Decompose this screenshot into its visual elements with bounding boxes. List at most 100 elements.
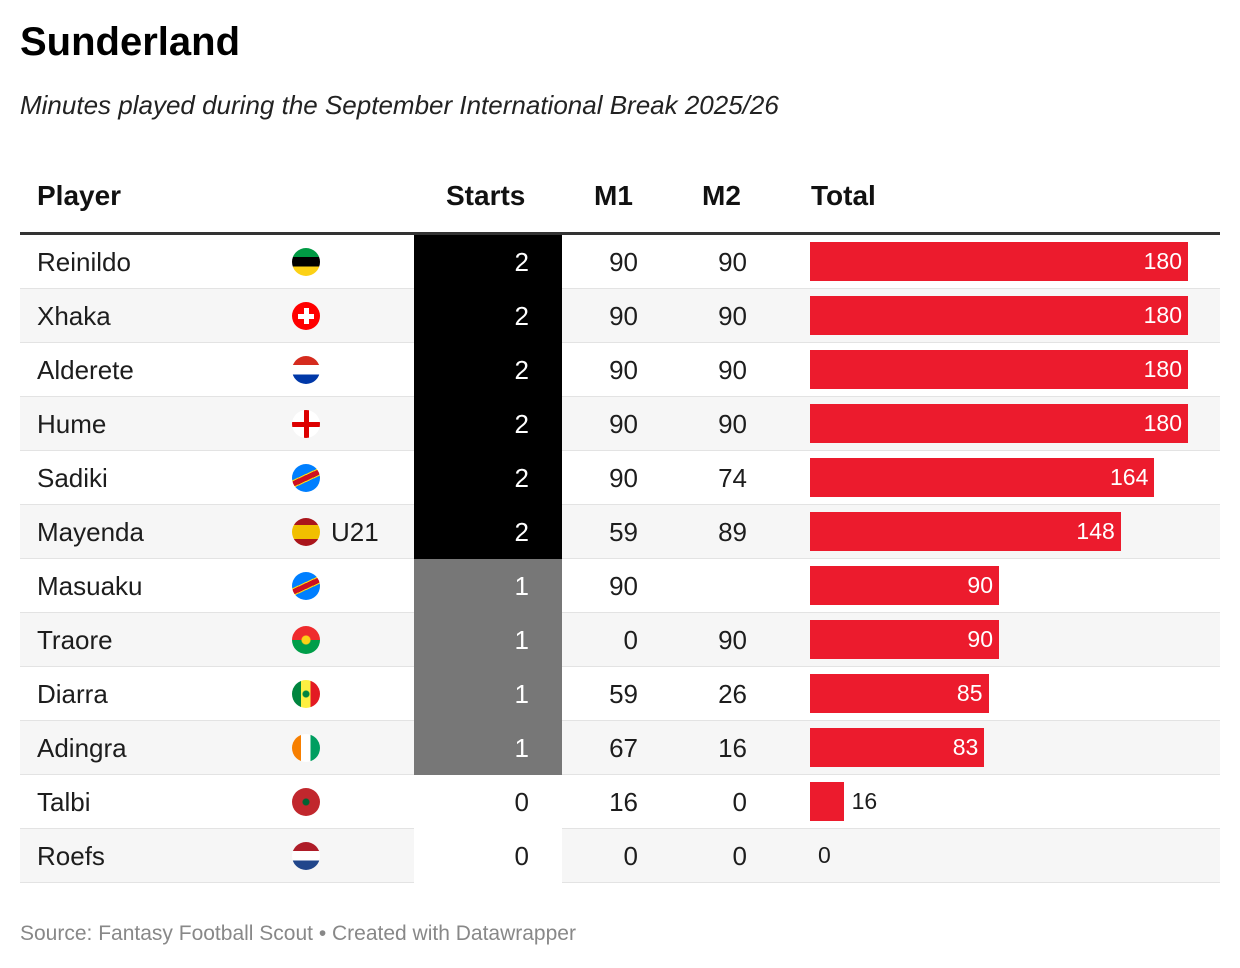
table-row: Traore 1 0 90 90 <box>20 613 1220 667</box>
m1-cell: 59 <box>609 517 638 547</box>
player-name: Traore <box>37 625 113 655</box>
table-row: Hume 2 90 90 180 <box>20 397 1220 451</box>
subtitle: Minutes played during the September Inte… <box>20 90 779 120</box>
paraguay-flag-icon <box>292 356 320 384</box>
player-name: Xhaka <box>37 301 111 331</box>
northern-ireland-flag-icon <box>292 410 320 438</box>
m1-cell: 0 <box>623 841 638 871</box>
m1-cell: 67 <box>609 733 638 763</box>
starts-cell: 2 <box>414 343 562 397</box>
total-bar <box>810 458 1155 497</box>
header-player[interactable]: Player <box>37 180 122 211</box>
starts-cell: 2 <box>414 235 562 289</box>
starts-cell: 2 <box>414 289 562 343</box>
switzerland-flag-icon <box>292 302 320 330</box>
table-row: Talbi 0 16 0 16 <box>20 775 1220 829</box>
table-row: Roefs 0 0 0 0 <box>20 829 1220 883</box>
table-row: Mayenda U21 2 59 89 148 <box>20 505 1220 559</box>
total-bar <box>810 242 1188 281</box>
m1-cell: 90 <box>609 571 638 601</box>
total-label: 180 <box>1143 248 1182 274</box>
dr-congo-flag-icon <box>292 572 320 600</box>
total-bar <box>810 566 999 605</box>
total-label: 180 <box>1143 410 1182 436</box>
total-label: 164 <box>1110 464 1149 490</box>
starts-cell: 2 <box>414 397 562 451</box>
total-bar <box>810 782 844 821</box>
table-row: Sadiki 2 90 74 164 <box>20 451 1220 505</box>
header-m2[interactable]: M2 <box>702 180 741 211</box>
dr-congo-flag-icon <box>292 464 320 492</box>
table-row: Xhaka 2 90 90 180 <box>20 289 1220 343</box>
total-bar <box>810 296 1188 335</box>
table-row: Alderete 2 90 90 180 <box>20 343 1220 397</box>
player-name: Mayenda <box>37 517 144 547</box>
starts-cell: 1 <box>414 721 562 775</box>
player-note: U21 <box>331 517 379 547</box>
player-name: Alderete <box>37 355 134 385</box>
morocco-flag-icon <box>292 788 320 816</box>
m1-cell: 90 <box>609 247 638 277</box>
total-label: 83 <box>952 734 979 760</box>
total-label: 85 <box>956 680 983 706</box>
senegal-flag-icon <box>292 680 320 708</box>
total-label: 90 <box>967 572 993 598</box>
mozambique-flag-icon <box>292 248 320 276</box>
total-label: 180 <box>1143 356 1182 382</box>
total-bar <box>810 512 1121 551</box>
player-name: Hume <box>37 409 107 439</box>
m2-cell: 90 <box>718 625 747 655</box>
starts-cell: 2 <box>414 451 562 505</box>
table-row: Adingra 1 67 16 83 <box>20 721 1220 775</box>
footer-source: Source: Fantasy Football Scout • Created… <box>20 922 576 945</box>
m2-cell: 74 <box>718 463 747 493</box>
m1-cell: 16 <box>609 787 638 817</box>
total-bar <box>810 350 1188 389</box>
starts-cell: 1 <box>414 667 562 721</box>
m2-cell: 90 <box>718 301 747 331</box>
m1-cell: 59 <box>609 679 638 709</box>
total-label: 90 <box>967 626 993 652</box>
player-name: Diarra <box>37 679 108 709</box>
table-header: Player Starts M1 M2 Total <box>20 168 1220 235</box>
m1-cell: 90 <box>609 463 638 493</box>
total-bar <box>810 404 1188 443</box>
starts-cell: 2 <box>414 505 562 559</box>
m1-cell: 90 <box>609 409 638 439</box>
m1-cell: 90 <box>609 301 638 331</box>
m2-cell: 90 <box>718 247 747 277</box>
minutes-table: Player Starts M1 M2 Total Reinildo 2 90 … <box>20 168 1220 883</box>
total-label: 16 <box>851 788 878 814</box>
total-label: 180 <box>1143 302 1182 328</box>
player-name: Masuaku <box>37 571 143 601</box>
burkina-faso-flag-icon <box>292 626 320 654</box>
m2-cell: 90 <box>718 409 747 439</box>
header-m1[interactable]: M1 <box>594 180 633 211</box>
total-bar <box>810 620 999 659</box>
netherlands-flag-icon <box>292 842 320 870</box>
m1-cell: 0 <box>623 625 638 655</box>
m2-cell: 89 <box>718 517 747 547</box>
header-starts[interactable]: Starts <box>446 180 526 211</box>
m2-cell: 90 <box>718 355 747 385</box>
starts-cell: 1 <box>414 613 562 667</box>
starts-cell: 0 <box>414 775 562 829</box>
total-bar <box>810 674 989 713</box>
m2-cell: 0 <box>732 841 747 871</box>
header-total[interactable]: Total <box>811 180 876 211</box>
player-name: Adingra <box>37 733 127 763</box>
player-name: Reinildo <box>37 247 131 277</box>
spain-flag-icon <box>292 518 320 546</box>
table-row: Masuaku 1 90 90 <box>20 559 1220 613</box>
player-name: Sadiki <box>37 463 108 493</box>
m1-cell: 90 <box>609 355 638 385</box>
title: Sunderland <box>20 20 241 64</box>
table-row: Diarra 1 59 26 85 <box>20 667 1220 721</box>
total-label: 0 <box>818 842 831 868</box>
m2-cell: 0 <box>732 787 747 817</box>
ivory-coast-flag-icon <box>292 734 320 762</box>
player-name: Roefs <box>37 841 105 871</box>
starts-cell: 0 <box>414 829 562 883</box>
player-name: Talbi <box>37 787 91 817</box>
total-bar <box>810 728 985 767</box>
